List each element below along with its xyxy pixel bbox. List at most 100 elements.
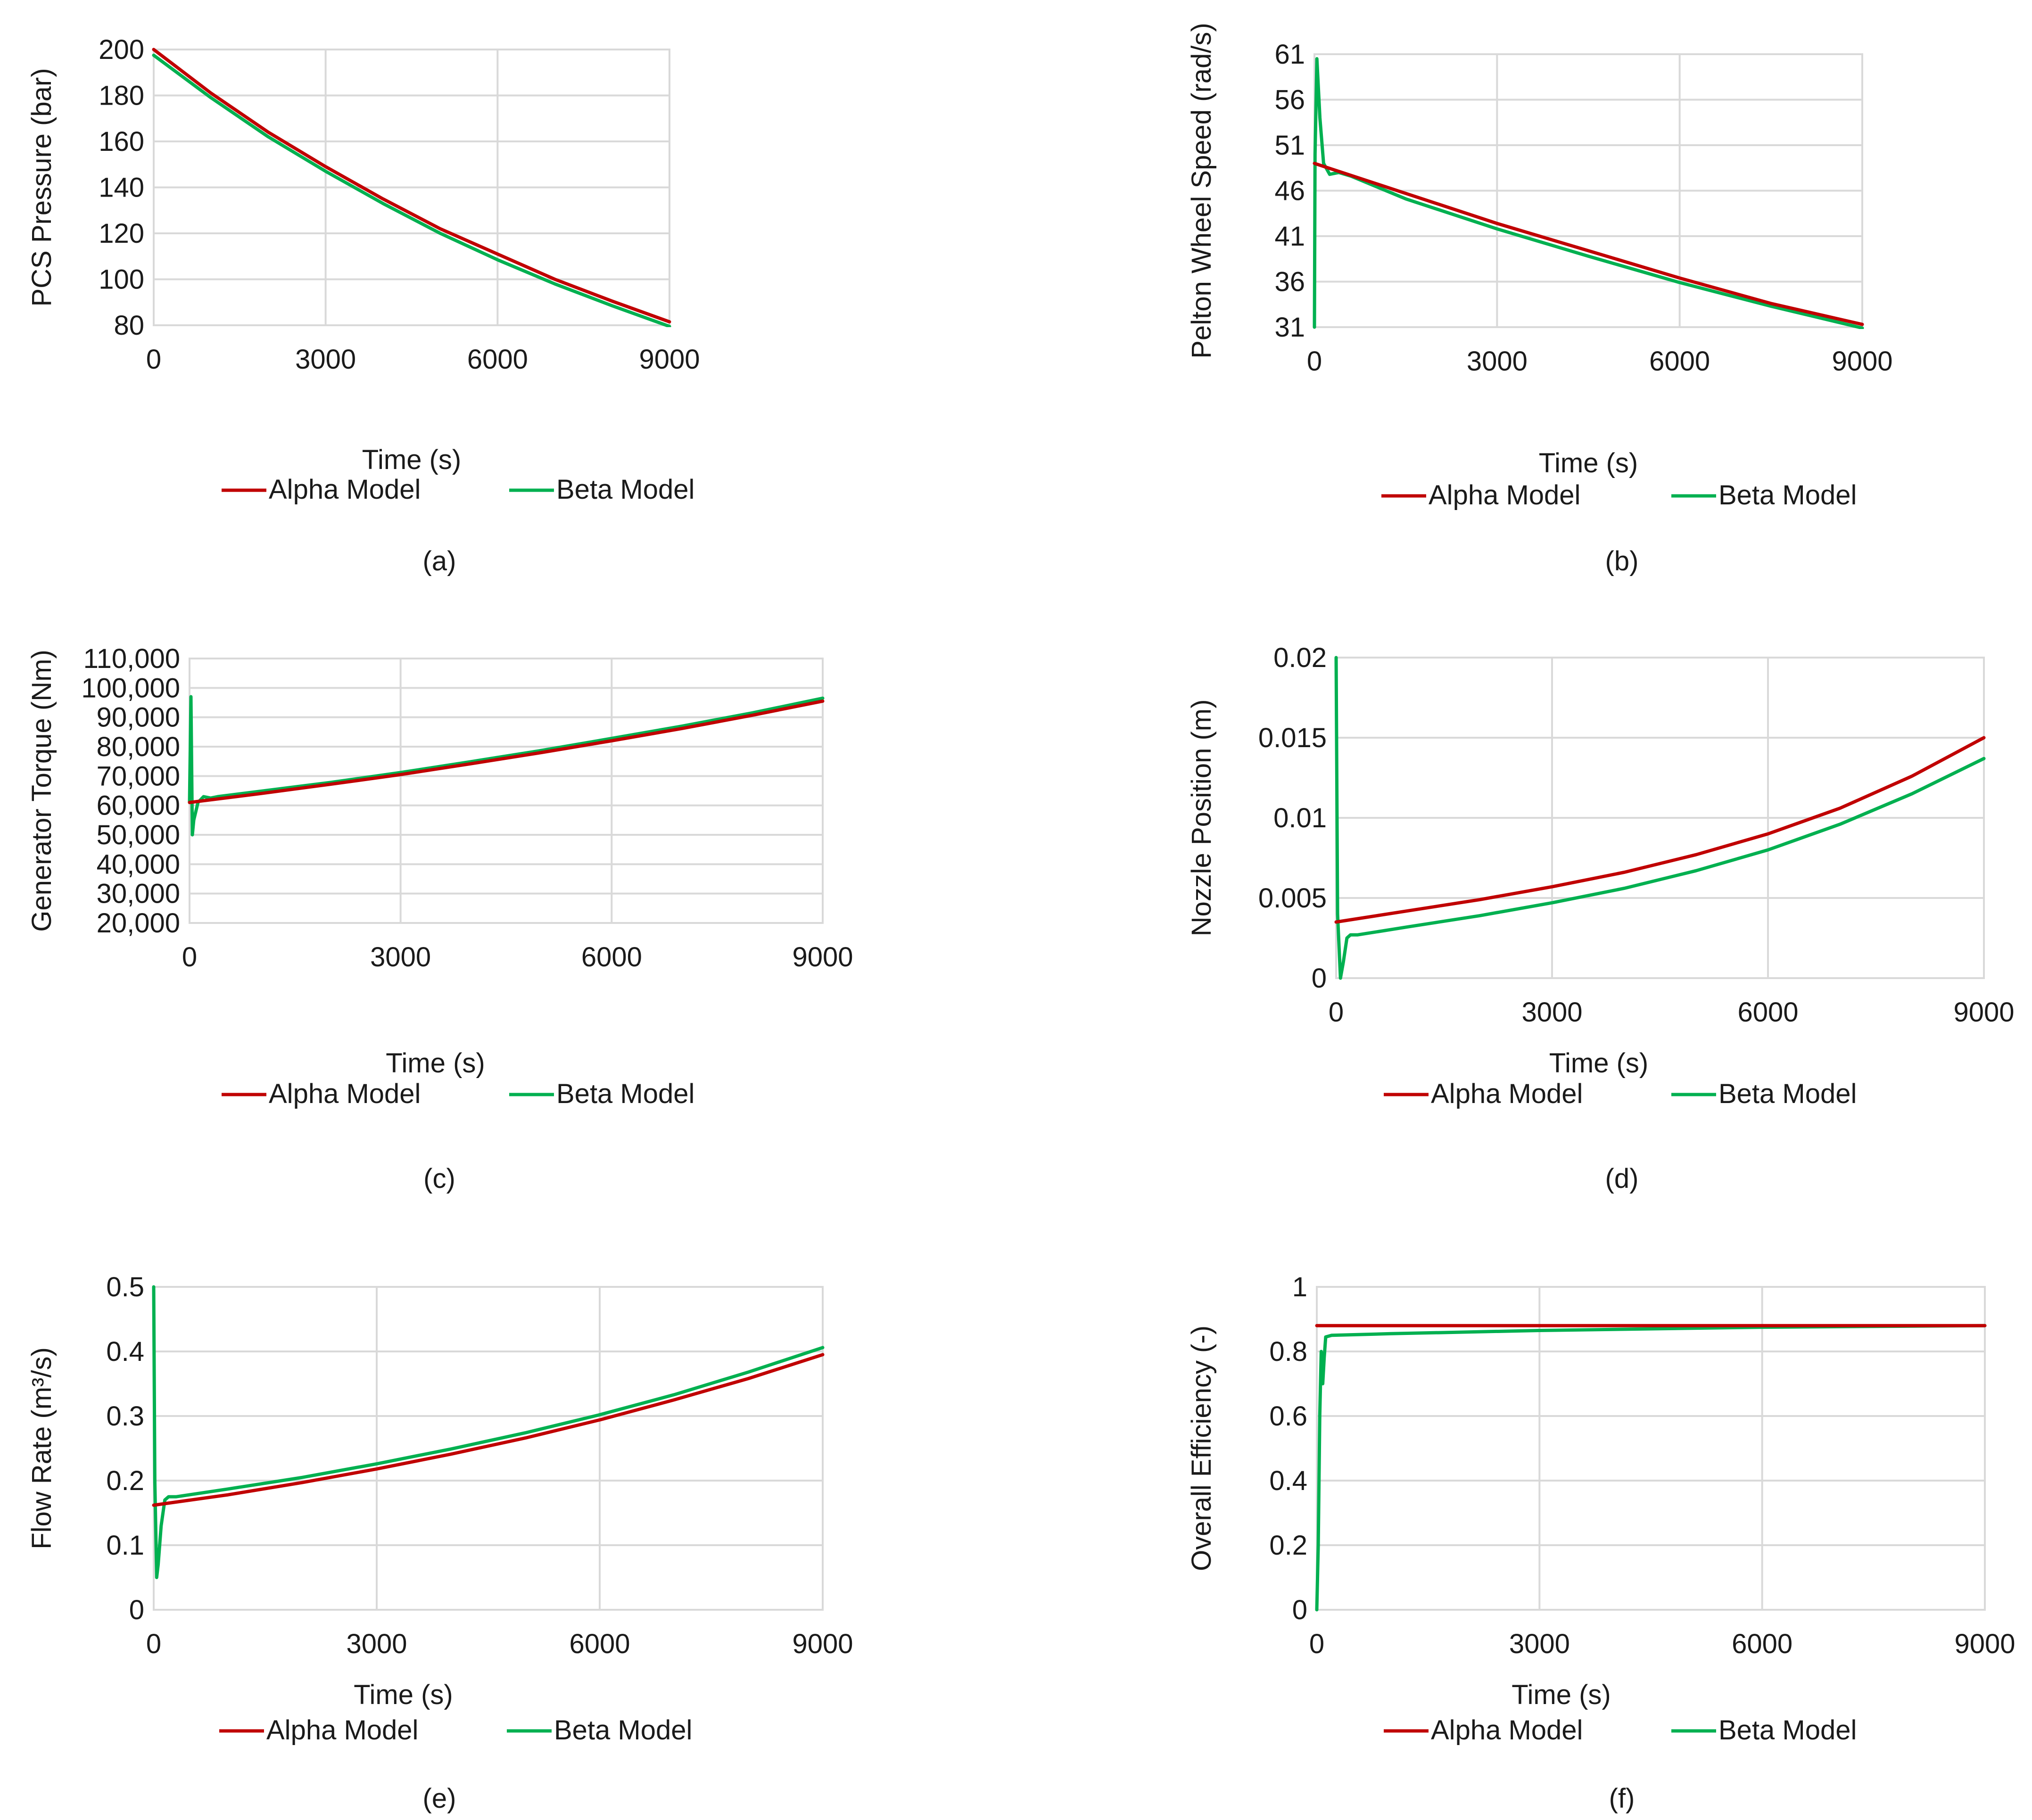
y-tick-label: 0.01: [1273, 803, 1327, 833]
y-tick-label: 0.02: [1273, 642, 1327, 673]
x-tick-label: 0: [1309, 1629, 1324, 1659]
series-line-alpha-model: [1313, 162, 1864, 326]
x-tick-label: 0: [146, 344, 161, 375]
y-tick-label: 0.3: [106, 1401, 144, 1432]
y-tick-label: 46: [1274, 176, 1305, 206]
y-tick-label: 80,000: [97, 732, 180, 762]
y-tick-label: 0.1: [106, 1530, 144, 1561]
panel-caption: (b): [1605, 546, 1639, 576]
x-tick-label: 9000: [792, 942, 853, 972]
y-tick-label: 0: [1292, 1595, 1307, 1625]
y-tick-label: 0.8: [1269, 1336, 1307, 1367]
y-tick-label: 0: [1312, 963, 1327, 994]
x-tick-label: 3000: [370, 942, 431, 972]
y-tick-label: 20,000: [97, 908, 180, 939]
chart-panel-f: 0 0.2 0.4 0.6 0.8 1 0 3000 6000 9000 Time (s) Overa…: [1186, 1272, 2015, 1814]
x-axis-title: Time (s): [1549, 1048, 1648, 1079]
legend-label: Alpha Model: [269, 474, 421, 505]
chart-panel-e: 0 0.1 0.2 0.3 0.4 0.5 0 3000 6000 9000 Time (s) Flo…: [26, 1272, 853, 1814]
y-tick-label: 60,000: [97, 791, 180, 821]
y-tick-label: 1: [1292, 1272, 1307, 1302]
panel-caption: (f): [1609, 1783, 1635, 1814]
y-tick-label: 0.4: [1269, 1466, 1307, 1496]
panel-caption: (c): [423, 1163, 455, 1194]
x-axis-title: Time (s): [1539, 448, 1638, 478]
x-tick-label: 3000: [1509, 1629, 1570, 1659]
x-tick-label: 3000: [1467, 346, 1528, 377]
legend-label: Beta Model: [556, 1079, 694, 1109]
y-tick-label: 0.6: [1269, 1401, 1307, 1432]
legend-label: Alpha Model: [269, 1079, 421, 1109]
x-axis-title: Time (s): [362, 445, 461, 475]
y-axis-title: Pelton Wheel Speed (rad/s): [1186, 23, 1217, 358]
y-tick-label: 0.4: [106, 1336, 144, 1367]
legend-label: Beta Model: [556, 474, 694, 505]
x-tick-label: 0: [146, 1629, 161, 1659]
series-line-beta-model: [152, 53, 671, 327]
x-tick-label: 3000: [1521, 997, 1582, 1028]
legend-label: Beta Model: [1718, 1079, 1857, 1109]
x-tick-label: 6000: [467, 344, 528, 375]
x-tick-label: 0: [182, 942, 197, 972]
x-tick-label: 6000: [1737, 997, 1798, 1028]
y-axis-title: Overall Efficiency (-): [1186, 1326, 1217, 1571]
x-tick-label: 6000: [1732, 1629, 1792, 1659]
y-axis-title: Generator Torque (Nm): [26, 650, 57, 932]
y-tick-label: 31: [1274, 312, 1305, 343]
x-tick-label: 6000: [1649, 346, 1710, 377]
panel-caption: (d): [1605, 1163, 1639, 1194]
series-line-beta-model: [188, 695, 825, 837]
y-tick-label: 41: [1274, 221, 1305, 252]
series-line-beta-model: [1315, 1324, 1987, 1612]
chart-panel-c: 20,00030,00040,00050,00060,00070,00080,0…: [26, 643, 853, 1194]
x-axis-title: Time (s): [386, 1048, 485, 1079]
y-tick-label: 56: [1274, 85, 1305, 115]
legend-label: Beta Model: [1718, 480, 1857, 511]
y-tick-label: 120: [99, 218, 144, 249]
y-tick-label: 0.2: [1269, 1530, 1307, 1561]
x-tick-label: 0: [1329, 997, 1344, 1028]
y-axis-title: Flow Rate (m³/s): [26, 1347, 57, 1549]
legend-label: Alpha Model: [266, 1715, 418, 1746]
y-axis-title: Nozzle Position (m): [1186, 700, 1217, 937]
x-tick-label: 6000: [581, 942, 642, 972]
y-tick-label: 0: [129, 1595, 144, 1625]
y-tick-label: 80: [114, 310, 144, 341]
y-tick-label: 180: [99, 81, 144, 111]
x-tick-label: 3000: [346, 1629, 407, 1659]
x-axis-title: Time (s): [354, 1680, 453, 1710]
y-tick-label: 110,000: [83, 643, 180, 674]
y-tick-label: 100,000: [81, 673, 180, 703]
y-tick-label: 50,000: [97, 820, 180, 850]
x-tick-label: 9000: [1954, 1629, 2015, 1659]
y-tick-label: 40,000: [97, 849, 180, 880]
y-tick-label: 61: [1274, 39, 1305, 70]
series-line-beta-model: [1334, 656, 1986, 980]
x-tick-label: 9000: [1832, 346, 1892, 377]
y-tick-label: 90,000: [97, 702, 180, 733]
chart-panel-d: 0 0.005 0.01 0.015 0.02 0 3000 6000 9000 Time (s)…: [1186, 642, 2015, 1194]
legend-label: Beta Model: [554, 1715, 692, 1746]
x-tick-label: 3000: [295, 344, 356, 375]
y-tick-label: 200: [99, 34, 144, 65]
y-tick-label: 36: [1274, 267, 1305, 297]
y-tick-label: 30,000: [97, 879, 180, 909]
panel-caption: (a): [423, 546, 456, 576]
y-tick-label: 0.5: [106, 1272, 144, 1302]
x-tick-label: 9000: [639, 344, 700, 375]
chart-panel-b: 31 36 41 46 51 56 61 0 3000 6000 9000 Time (s) Pelto…: [1186, 23, 1893, 576]
series-line-alpha-model: [152, 48, 671, 324]
x-tick-label: 9000: [1953, 997, 2014, 1028]
series-line-beta-model: [152, 1285, 825, 1579]
y-tick-label: 160: [99, 126, 144, 157]
legend-label: Alpha Model: [1429, 480, 1580, 511]
legend-label: Alpha Model: [1431, 1715, 1583, 1746]
y-tick-label: 0.015: [1258, 723, 1327, 753]
series-line-alpha-model: [152, 1353, 825, 1507]
series-line-alpha-model: [188, 699, 825, 804]
x-tick-label: 6000: [569, 1629, 630, 1659]
x-tick-label: 0: [1307, 346, 1322, 377]
